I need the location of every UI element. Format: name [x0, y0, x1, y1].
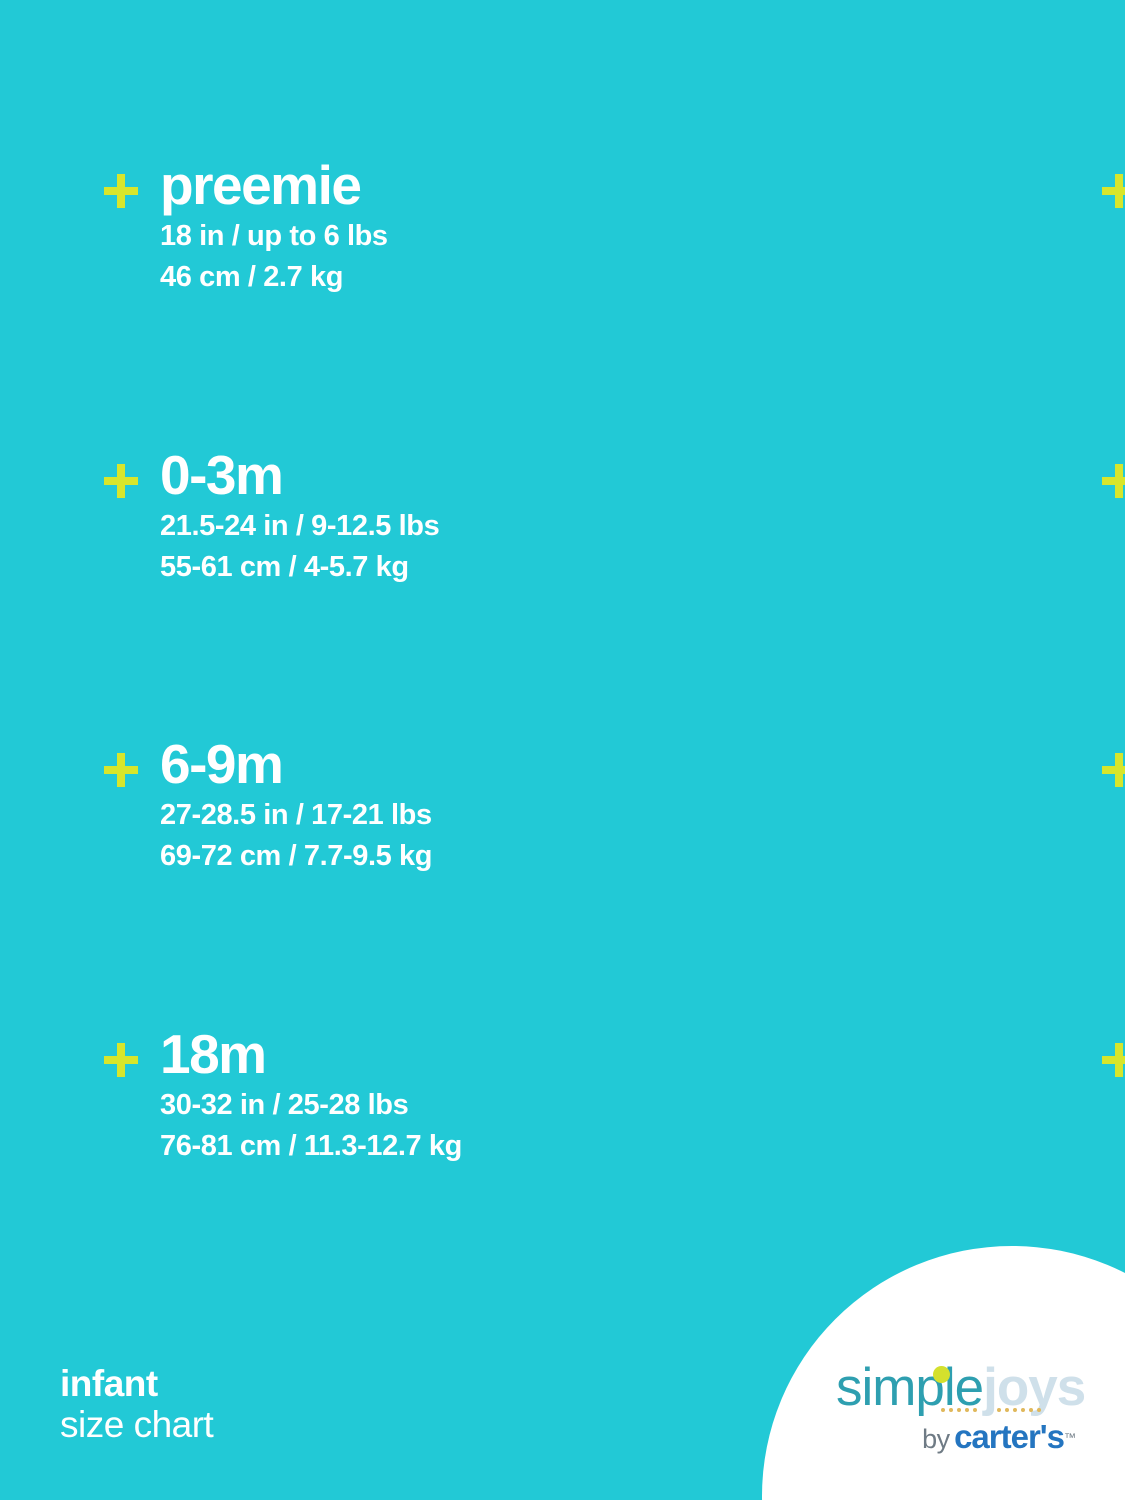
- size-measurement-metric: 46 cm / 2.7 kg: [160, 261, 344, 293]
- size-label: 6-9m: [160, 733, 284, 795]
- size-label: preemie: [160, 154, 362, 216]
- footer-caption: infant size chart: [60, 1363, 214, 1446]
- size-cell-body: 0-3m 21.5-24 in / 9-12.5 lbs 55-61 cm / …: [104, 446, 500, 588]
- size-cell-body: preemie 18 in / up to 6 lbs 46 cm / 2.7 …: [104, 156, 500, 298]
- size-measurement-imperial: 27-28.5 in / 17-21 lbs: [160, 799, 432, 831]
- plus-icon: [104, 1043, 138, 1077]
- size-row: 6-9m 27-28.5 in / 17-21 lbs 69-72 cm / 7…: [0, 735, 1125, 877]
- logo-brand-text: carter's: [954, 1418, 1065, 1455]
- size-row: 18m 30-32 in / 25-28 lbs 76-81 cm / 11.3…: [0, 1025, 1125, 1167]
- size-label: 0-3m: [160, 444, 284, 506]
- size-cell-3-6m[interactable]: 3-6m 24-27 in / 12.5-17 lbs 61-69 cm / 5…: [500, 446, 1125, 588]
- dot-segment: [997, 1408, 1041, 1412]
- size-cell-18m[interactable]: 18m 30-32 in / 25-28 lbs 76-81 cm / 11.3…: [0, 1025, 500, 1167]
- dot-segment: [941, 1408, 977, 1412]
- logo-byline: by carter's™: [836, 1420, 1076, 1461]
- logo-wordmark: simplejoys: [836, 1358, 1086, 1418]
- caption-subtitle: size chart: [60, 1404, 214, 1445]
- trademark-symbol: ™: [1064, 1430, 1076, 1445]
- brand-logo: simplejoys by carter's™: [836, 1358, 1086, 1461]
- caption-category: infant: [60, 1363, 158, 1404]
- plus-icon: [104, 753, 138, 787]
- size-cell-body: 6-9m 27-28.5 in / 17-21 lbs 69-72 cm / 7…: [104, 735, 500, 877]
- size-measurement-metric: 69-72 cm / 7.7-9.5 kg: [160, 840, 433, 872]
- plus-icon: [104, 464, 138, 498]
- size-row: preemie 18 in / up to 6 lbs 46 cm / 2.7 …: [0, 156, 1125, 298]
- size-measurement-imperial: 18 in / up to 6 lbs: [160, 220, 388, 252]
- logo-word-joys: joys: [983, 1358, 1086, 1417]
- logo-dot-icon: [933, 1366, 950, 1383]
- plus-icon: [1102, 174, 1125, 208]
- size-measurement-metric: 55-61 cm / 4-5.7 kg: [160, 551, 409, 583]
- size-measurement-imperial: 21.5-24 in / 9-12.5 lbs: [160, 510, 440, 542]
- size-measurement-imperial: 30-32 in / 25-28 lbs: [160, 1089, 409, 1121]
- logo-word-simple: simple: [836, 1358, 984, 1417]
- logo-by-text: by: [922, 1424, 950, 1454]
- size-cell-0-3m[interactable]: 0-3m 21.5-24 in / 9-12.5 lbs 55-61 cm / …: [0, 446, 500, 588]
- plus-icon: [104, 174, 138, 208]
- size-cell-6-9m[interactable]: 6-9m 27-28.5 in / 17-21 lbs 69-72 cm / 7…: [0, 735, 500, 877]
- logo-dotted-underline: [941, 1408, 1061, 1414]
- size-cell-body: 18m 30-32 in / 25-28 lbs 76-81 cm / 11.3…: [104, 1025, 500, 1167]
- size-measurement-metric: 76-81 cm / 11.3-12.7 kg: [160, 1130, 462, 1162]
- size-cell-24m[interactable]: 24m 32-34 in / 28-30 lbs 81-86 cm / 12.7…: [500, 1025, 1125, 1167]
- plus-icon: [1102, 753, 1125, 787]
- size-row: 0-3m 21.5-24 in / 9-12.5 lbs 55-61 cm / …: [0, 446, 1125, 588]
- size-cell-newborn[interactable]: newborn 18-21.5 in / 6-9 lbs 46-55 cm / …: [500, 156, 1125, 298]
- plus-icon: [1102, 1043, 1125, 1077]
- size-cell-preemie[interactable]: preemie 18 in / up to 6 lbs 46 cm / 2.7 …: [0, 156, 500, 298]
- size-label: 18m: [160, 1023, 267, 1085]
- plus-icon: [1102, 464, 1125, 498]
- size-cell-12m[interactable]: 12m 28.5-30 in / 21-25 lbs 72-76 cm / 9.…: [500, 735, 1125, 877]
